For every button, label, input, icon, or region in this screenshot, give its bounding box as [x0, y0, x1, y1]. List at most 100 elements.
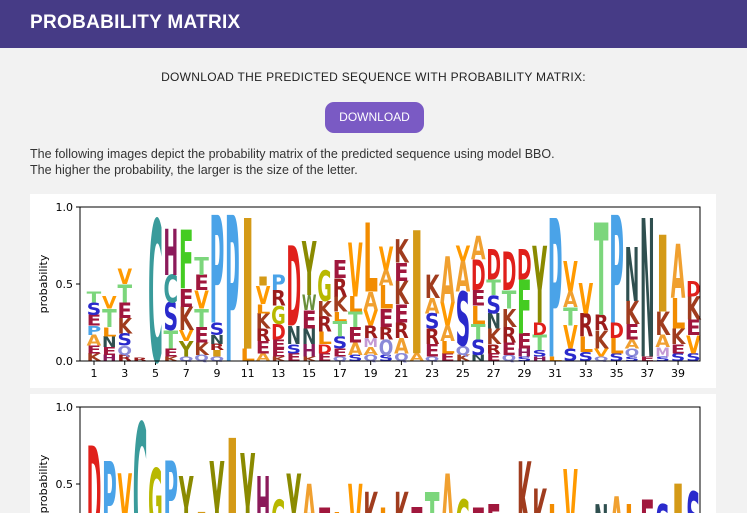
logo-letter: R: [579, 308, 594, 344]
logo-letter: D: [686, 276, 701, 301]
logo-letter: V: [179, 328, 194, 345]
logo-letter: A: [655, 331, 670, 351]
logo-letter: E: [302, 306, 317, 335]
logo-letter: R: [117, 353, 133, 363]
logo-letter: N: [210, 332, 225, 347]
logo-letter: E: [640, 487, 655, 513]
logo-letter: D: [517, 240, 532, 289]
logo-letter: R: [271, 286, 286, 311]
logo-letter: E: [517, 329, 532, 354]
logo-letter: R: [256, 325, 271, 345]
logo-letter: D: [609, 318, 624, 343]
logo-letter: A: [425, 293, 440, 318]
plot-frame: [79, 406, 701, 513]
logo-letter: D: [502, 242, 517, 303]
x-tick-label: 11: [241, 367, 255, 380]
logo-letter: I: [225, 416, 240, 513]
logo-letter: T: [87, 289, 102, 306]
logo-letter: S: [625, 356, 641, 363]
logo-letter: V: [686, 330, 701, 359]
logo-letter: L: [548, 356, 563, 363]
logo-letter: E: [625, 319, 640, 344]
logo-letter: S: [471, 335, 486, 360]
description-line: The higher the probability, the larger i…: [30, 163, 358, 177]
logo-letter: D: [471, 251, 486, 300]
x-tick-label: 9: [213, 367, 220, 380]
logo-letter: Y: [240, 429, 255, 513]
logo-letter: L: [625, 495, 640, 513]
logo-letter: H: [256, 462, 271, 513]
logo-letter: D: [271, 319, 286, 344]
y-tick-label: 1.0: [56, 401, 74, 414]
logo-letter: D: [317, 341, 332, 356]
logo-letter: N: [486, 309, 501, 334]
logo-letter: R: [502, 323, 517, 348]
logo-letter: I: [409, 196, 424, 393]
logo-letter: N: [102, 334, 117, 351]
logo-letter: K: [363, 479, 378, 513]
logo-letter: H: [302, 340, 317, 360]
logo-letter: A: [440, 243, 455, 317]
logo-letter: A: [363, 346, 379, 358]
logo-letter: Q: [210, 356, 226, 363]
logo-letter: A: [625, 337, 640, 352]
logo-letter: E: [671, 341, 686, 356]
logo-letter: Q: [117, 343, 132, 358]
logo-letter: Y: [302, 227, 317, 313]
x-tick-label: 27: [487, 367, 501, 380]
logo-letter: S: [655, 495, 670, 513]
logo-letter: E: [102, 346, 117, 358]
logo-letter: W: [302, 290, 317, 315]
logo-letter: R: [333, 273, 348, 302]
logo-letter: E: [333, 255, 348, 284]
logo-letter: K: [194, 339, 210, 359]
logo-letter: I: [671, 468, 686, 513]
logo-letter: A: [563, 287, 578, 312]
logo-letter: E: [317, 499, 332, 513]
logo-letter: Q: [502, 353, 517, 363]
x-tick-label: 37: [640, 367, 654, 380]
logo-letter: E: [117, 298, 132, 323]
logo-letter: K: [425, 270, 440, 306]
logo-letter: T: [425, 479, 440, 513]
logo-letter: I: [194, 504, 209, 513]
logo-letter: P: [87, 323, 102, 338]
logo-letter: H: [532, 356, 547, 363]
logo-letter: K: [502, 304, 518, 333]
logo-letter: V: [348, 228, 363, 314]
logo-letter: K: [164, 356, 182, 363]
logo-letter: L: [548, 495, 563, 513]
logo-letter: E: [686, 315, 701, 340]
logo-letter: E: [348, 323, 363, 348]
download-button[interactable]: DOWNLOAD: [325, 102, 424, 133]
logo-letter: G: [271, 490, 286, 513]
logo-letter: E: [409, 498, 424, 513]
download-heading: DOWNLOAD THE PREDICTED SEQUENCE WITH PRO…: [161, 70, 586, 84]
logo-letter: K: [256, 309, 271, 334]
logo-letter: G: [271, 301, 286, 330]
logo-letter: E: [471, 499, 486, 513]
logo-letter: A: [363, 287, 378, 316]
logo-letter: K: [333, 292, 348, 317]
logo-letter: S: [563, 345, 578, 365]
x-tick-label: 5: [152, 367, 159, 380]
logo-panel: [30, 194, 716, 388]
logo-letter: Q: [179, 356, 195, 363]
logo-letter: S: [210, 319, 225, 339]
logo-letter: Q: [502, 507, 517, 513]
logo-letter: Y: [532, 225, 547, 348]
plot-frame: [79, 206, 701, 362]
logo-letter: L: [333, 504, 348, 513]
logo-letter: N: [625, 233, 640, 319]
logo-letter: E: [379, 304, 394, 333]
x-tick-label: 15: [302, 367, 316, 380]
logo-letter: K: [517, 440, 532, 513]
logo-letter: Q: [333, 356, 349, 363]
logo-letter: G: [148, 452, 163, 513]
logo-letter: T: [333, 316, 348, 341]
x-tick-label: 31: [548, 367, 562, 380]
logo-letter: S: [456, 278, 471, 364]
logo-letter: V: [440, 298, 455, 334]
